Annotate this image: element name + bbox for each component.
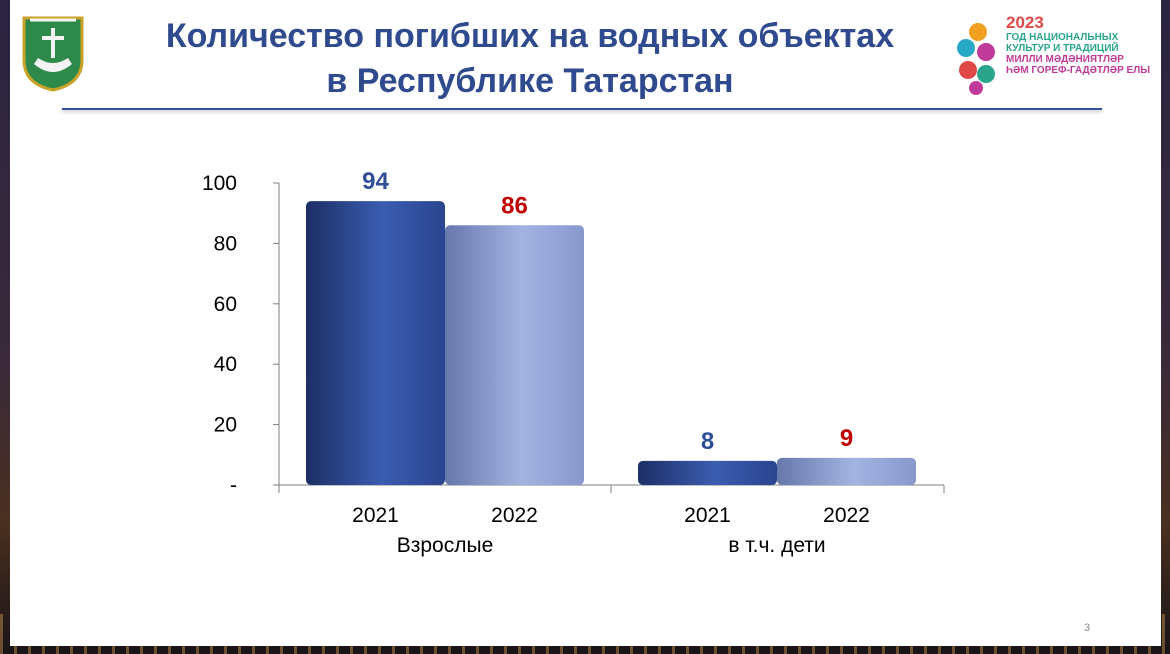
bar-2022-group-1 (777, 457, 916, 485)
data-label: 8 (701, 428, 714, 455)
data-label: 9 (840, 425, 853, 452)
group-label: Взрослые (397, 534, 494, 557)
group-label: в т.ч. дети (728, 534, 825, 557)
header-divider (62, 108, 1102, 110)
x-tick-label: 2021 (352, 504, 399, 527)
y-tick-label: 20 (214, 414, 237, 437)
slide-title: Количество погибших на водных объектах в… (110, 14, 950, 104)
bar-chart: - 20 40 60 80 100 94 2021 86 2022 Взрослые 8 2021 9 20… (202, 168, 945, 557)
page-number: 3 (1084, 622, 1091, 634)
data-label: 94 (362, 168, 389, 195)
y-tick-label: 100 (202, 172, 237, 195)
x-tick-label: 2021 (684, 504, 731, 527)
y-tick-label: 60 (214, 293, 237, 316)
logo-line-1: ГОД НАЦИОНАЛЬНЫХ (1006, 32, 1119, 43)
logo-line-2: КУЛЬТУР И ТРАДИЦИЙ (1006, 43, 1119, 54)
year-of-culture-logo-icon (957, 23, 995, 95)
bar-2022-group-0 (445, 225, 584, 485)
logo-caption: 2023 ГОД НАЦИОНАЛЬНЫХ КУЛЬТУР И ТРАДИЦИЙ… (1006, 13, 1150, 77)
slide: Количество погибших на водных объектах в… (10, 0, 1161, 646)
x-tick-label: 2022 (823, 504, 870, 527)
bar-2021-group-0 (306, 201, 445, 485)
logo-line-4: ҺӘМ ГОРЕФ-ГАДӘТЛӘР ЕЛЫ (1006, 65, 1150, 76)
data-label: 86 (501, 192, 528, 219)
bar-2021-group-1 (638, 460, 777, 485)
city-emblem-icon (22, 16, 84, 92)
title-line-2: в Республике Татарстан (326, 62, 734, 100)
y-tick-label: 80 (214, 232, 237, 255)
y-tick-label: - (230, 474, 237, 497)
logo-year: 2023 (1006, 13, 1044, 32)
logo-line-3: МИЛЛИ МӘДӘНИЯТЛӘР (1006, 54, 1124, 65)
title-line-1: Количество погибших на водных объектах (165, 17, 895, 55)
x-tick-label: 2022 (491, 504, 538, 527)
y-tick-label: 40 (214, 353, 237, 376)
